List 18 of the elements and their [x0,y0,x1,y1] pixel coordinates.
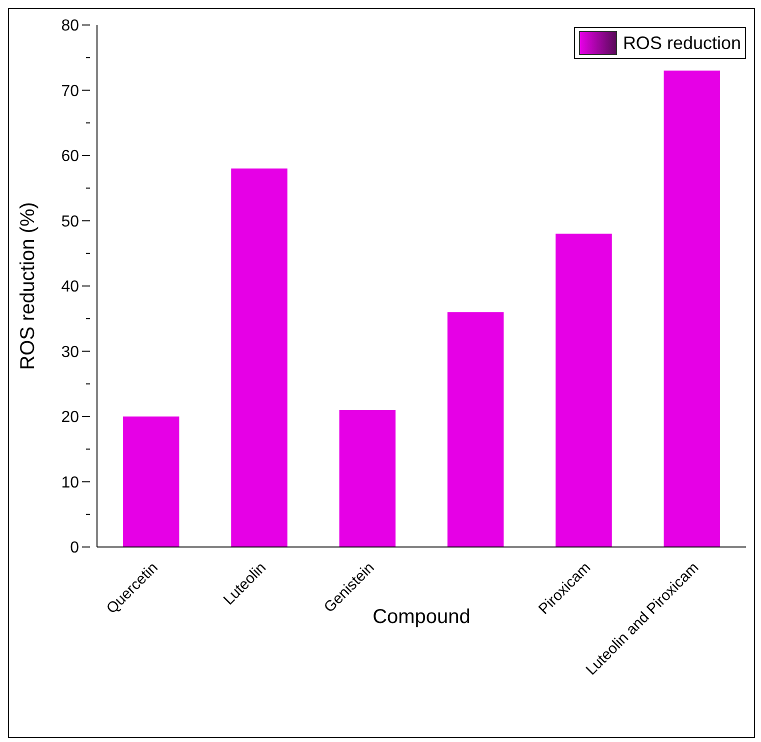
y-tick-label: 40 [61,278,80,296]
legend-label: ROS reduction [622,32,741,54]
y-tick-label: 70 [61,82,80,100]
y-axis-title: ROS reduction (%) [17,202,40,370]
y-tick-label: 60 [61,148,80,166]
bar [122,416,180,547]
bar [339,410,396,547]
y-tick-label: 10 [61,474,80,492]
bar [556,234,612,547]
y-tick-label: 20 [61,409,80,426]
bar [447,312,504,547]
y-tick-label: 80 [61,18,80,35]
y-tick-label: 50 [61,213,80,230]
bar [664,70,720,547]
x-axis-title: Compound [372,606,470,628]
bar [231,168,288,547]
y-tick-label: 30 [61,344,80,361]
y-tick-label: 0 [70,540,80,557]
